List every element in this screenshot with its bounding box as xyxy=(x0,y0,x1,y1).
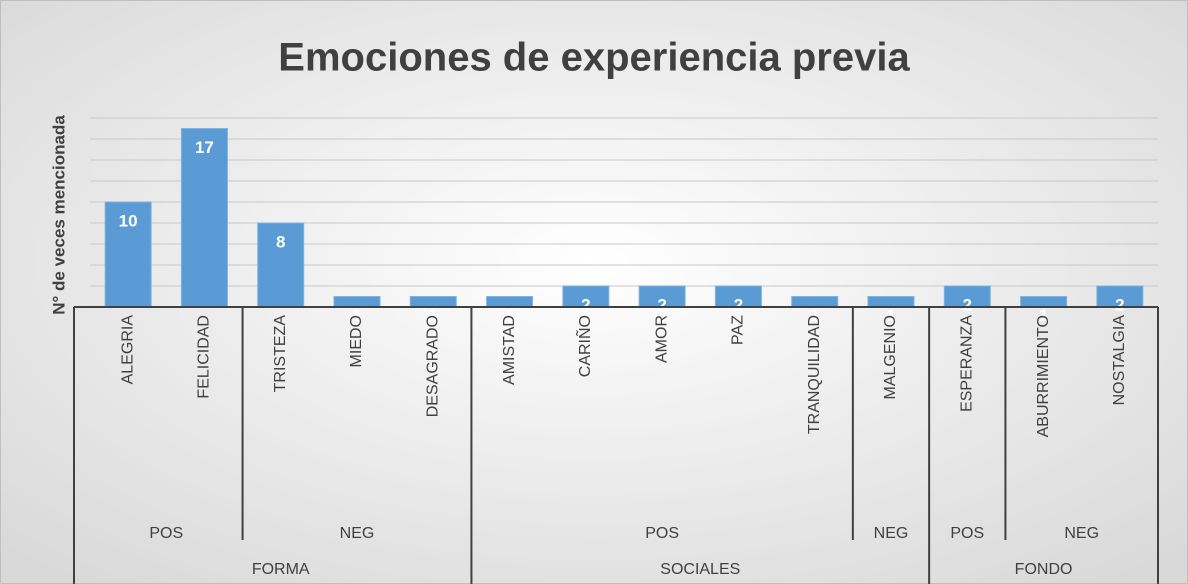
x-tick-label: NOSTALGIA xyxy=(1111,315,1128,406)
subgroup-label: POS xyxy=(645,525,679,542)
x-tick-label: AMISTAD xyxy=(501,315,518,385)
data-label: 2 xyxy=(1115,295,1124,314)
x-tick-label: DESAGRADO xyxy=(425,315,442,417)
group-label: SOCIALES xyxy=(660,561,740,578)
x-tick-label: MALGENIO xyxy=(882,315,899,399)
subgroup-label: NEG xyxy=(1064,525,1099,542)
data-label: 1 xyxy=(1039,306,1048,325)
data-label: 2 xyxy=(963,295,972,314)
data-label: 1 xyxy=(352,306,361,325)
data-label: 8 xyxy=(276,232,285,251)
data-label: 10 xyxy=(119,211,138,230)
x-tick-label: FELICIDAD xyxy=(196,315,213,399)
x-tick-label: ABURRIMIENTO xyxy=(1035,315,1052,437)
data-label: 1 xyxy=(505,306,514,325)
data-label: 2 xyxy=(734,295,743,314)
bar xyxy=(257,222,305,308)
x-tick-label: ALEGRIA xyxy=(119,315,136,385)
x-tick-label: PAZ xyxy=(730,315,747,345)
bar xyxy=(104,201,152,308)
data-label: 1 xyxy=(810,306,819,325)
subgroup-label: NEG xyxy=(340,525,375,542)
subgroup-label: POS xyxy=(950,525,984,542)
chart-title: Emociones de experiencia previa xyxy=(278,36,910,80)
y-axis-label: N° de veces mencionada xyxy=(49,115,68,315)
group-label: FONDO xyxy=(1015,561,1073,578)
x-tick-label: AMOR xyxy=(653,315,670,363)
data-label: 1 xyxy=(429,306,438,325)
x-tick-label: ESPERANZA xyxy=(959,315,976,412)
data-label: 17 xyxy=(195,138,214,157)
x-tick-label: CARIÑO xyxy=(574,315,594,377)
x-tick-label: TRANQUILIDAD xyxy=(806,315,823,434)
data-label: 2 xyxy=(581,295,590,314)
data-label: 1 xyxy=(886,306,895,325)
subgroup-label: NEG xyxy=(874,525,909,542)
subgroup-label: POS xyxy=(149,525,183,542)
group-label: FORMA xyxy=(252,561,310,578)
x-tick-label: MIEDO xyxy=(348,315,365,367)
x-tick-label: TRISTEZA xyxy=(272,315,289,393)
data-label: 2 xyxy=(657,295,666,314)
